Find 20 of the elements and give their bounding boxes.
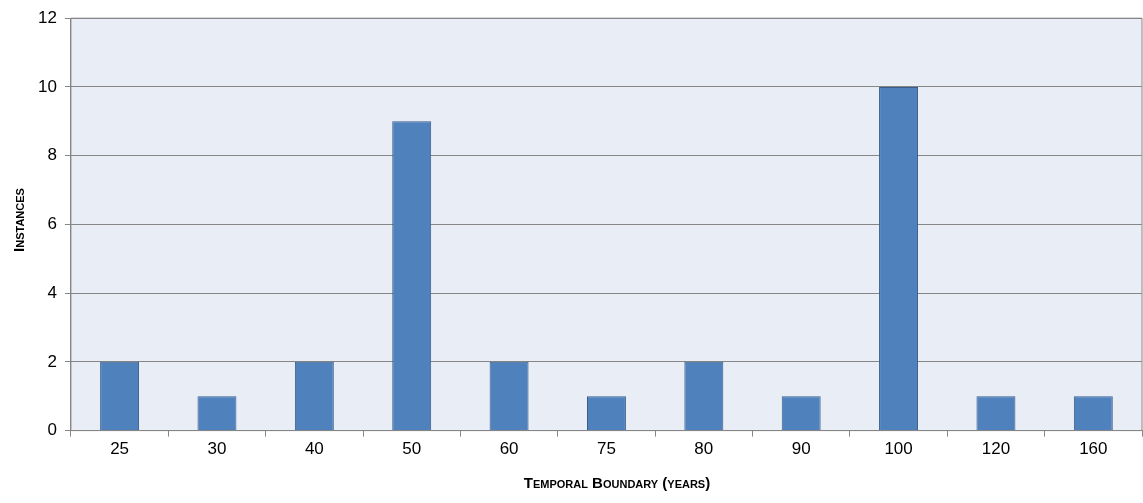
- x-tick-label: 30: [207, 439, 227, 459]
- x-tick-label: 25: [110, 439, 130, 459]
- y-tick-label: 12: [37, 7, 57, 27]
- y-tick-label: 2: [47, 351, 57, 371]
- x-axis-title: Temporal Boundary (years): [522, 474, 712, 491]
- y-tick-label: 0: [47, 420, 57, 440]
- x-tick-label: 40: [304, 439, 324, 459]
- y-tick-label: 10: [37, 76, 57, 96]
- y-tick-label: 6: [47, 214, 57, 234]
- x-tick-label: 75: [596, 439, 616, 459]
- x-tick-label: 80: [694, 439, 714, 459]
- y-tick-label: 4: [47, 282, 57, 302]
- x-tick-label: 100: [884, 439, 913, 459]
- y-tick-label: 8: [47, 145, 57, 165]
- y-axis-title: Instances: [9, 188, 27, 252]
- x-tick-label: 60: [499, 439, 519, 459]
- x-tick-label: 50: [402, 439, 422, 459]
- x-tick-label: 90: [791, 439, 811, 459]
- x-tick-label: 120: [981, 439, 1011, 459]
- x-tick-label: 160: [1079, 439, 1108, 459]
